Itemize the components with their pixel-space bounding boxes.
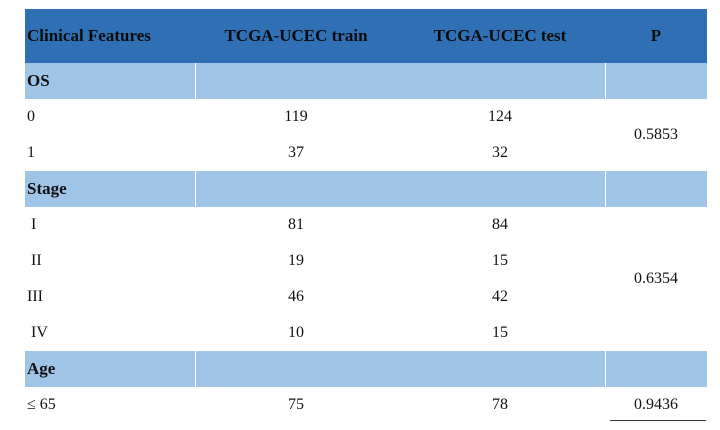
- feature-cell: I: [31, 216, 37, 233]
- p-value-age: 0.9436: [634, 396, 678, 413]
- table-row: IV 10 15: [25, 315, 707, 351]
- divider: [605, 171, 606, 207]
- section-row-stage: Stage: [25, 171, 707, 207]
- table-row: II 19 15: [25, 243, 707, 279]
- divider: [605, 63, 606, 99]
- train-cell: 81: [288, 216, 304, 233]
- header-p: P: [650, 26, 662, 45]
- p-value-stage: 0.6354: [634, 270, 678, 287]
- train-cell: 75: [288, 396, 304, 413]
- table-row: 1 37 32: [25, 135, 707, 171]
- section-label: OS: [27, 71, 50, 90]
- table-row: 0 119 124: [25, 99, 707, 135]
- table-row: III 46 42: [25, 279, 707, 315]
- section-label: Age: [27, 359, 56, 378]
- section-label: Stage: [27, 179, 67, 198]
- header-train: TCGA-UCEC train: [224, 26, 368, 45]
- divider: [195, 171, 196, 207]
- divider: [195, 351, 196, 387]
- test-cell: 32: [492, 144, 508, 161]
- train-cell: 19: [288, 252, 304, 269]
- test-cell: 78: [492, 396, 508, 413]
- test-cell: 15: [492, 252, 508, 269]
- divider: [605, 351, 606, 387]
- train-cell: 46: [288, 288, 304, 305]
- feature-cell: ≤ 65: [27, 396, 56, 413]
- header-test: TCGA-UCEC test: [433, 26, 567, 45]
- feature-cell: 0: [27, 108, 35, 125]
- p-value-os: 0.5853: [634, 126, 678, 143]
- divider: [195, 63, 196, 99]
- train-cell: 10: [288, 324, 304, 341]
- feature-cell: II: [31, 252, 42, 269]
- header-clinical-features: Clinical Features: [27, 26, 151, 45]
- feature-cell: III: [27, 288, 43, 305]
- test-cell: 124: [488, 108, 512, 125]
- train-cell: 119: [284, 108, 308, 125]
- feature-cell: 1: [27, 144, 35, 161]
- test-cell: 15: [492, 324, 508, 341]
- section-row-age: Age: [25, 351, 707, 387]
- table-row: ≤ 65 75 78: [25, 387, 707, 423]
- test-cell: 42: [492, 288, 508, 305]
- section-row-os: OS: [25, 63, 707, 99]
- test-cell: 84: [492, 216, 508, 233]
- train-cell: 37: [288, 144, 304, 161]
- table-row: I 81 84: [25, 207, 707, 243]
- feature-cell: IV: [31, 324, 48, 341]
- p-value-underline: [610, 420, 706, 421]
- table-header: Clinical Features TCGA-UCEC train TCGA-U…: [25, 9, 707, 63]
